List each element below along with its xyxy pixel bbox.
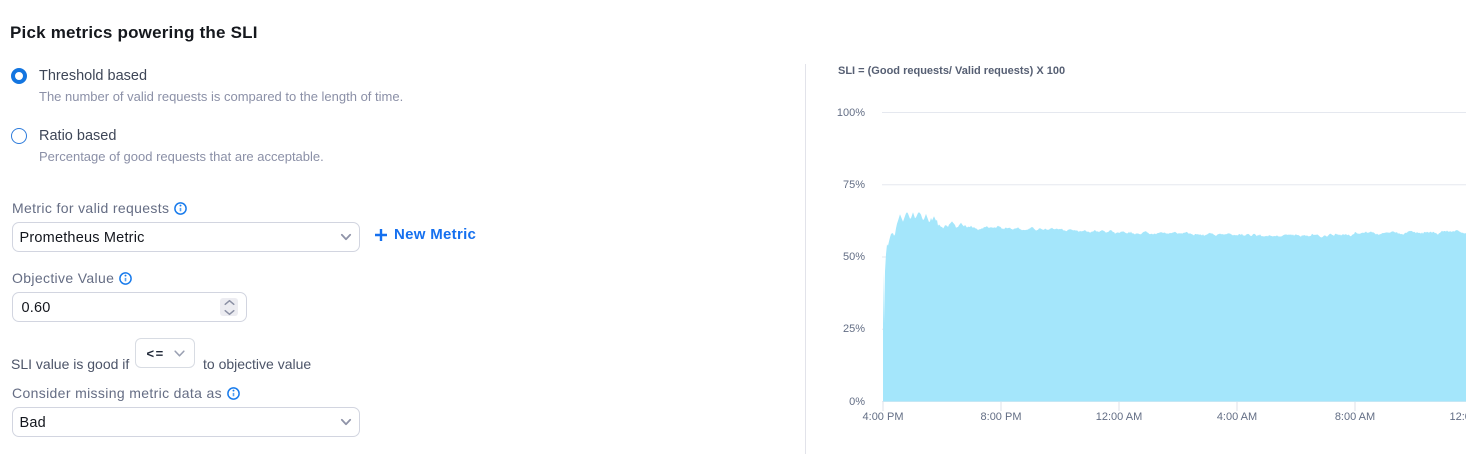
svg-text:8:00 AM: 8:00 AM xyxy=(1335,411,1375,423)
svg-text:8:00 PM: 8:00 PM xyxy=(981,411,1022,423)
svg-text:4:00 PM: 4:00 PM xyxy=(863,411,904,423)
svg-text:4:00 AM: 4:00 AM xyxy=(1217,411,1257,423)
svg-text:25%: 25% xyxy=(843,323,865,335)
svg-text:0%: 0% xyxy=(849,396,865,408)
svg-text:12:00 PM: 12:00 PM xyxy=(1449,411,1466,423)
svg-text:50%: 50% xyxy=(843,251,865,263)
svg-text:100%: 100% xyxy=(837,107,865,119)
svg-text:12:00 AM: 12:00 AM xyxy=(1096,411,1142,423)
svg-text:75%: 75% xyxy=(843,179,865,191)
svg-text:SLI = (Good requests/ Valid re: SLI = (Good requests/ Valid requests) X … xyxy=(838,65,1065,77)
